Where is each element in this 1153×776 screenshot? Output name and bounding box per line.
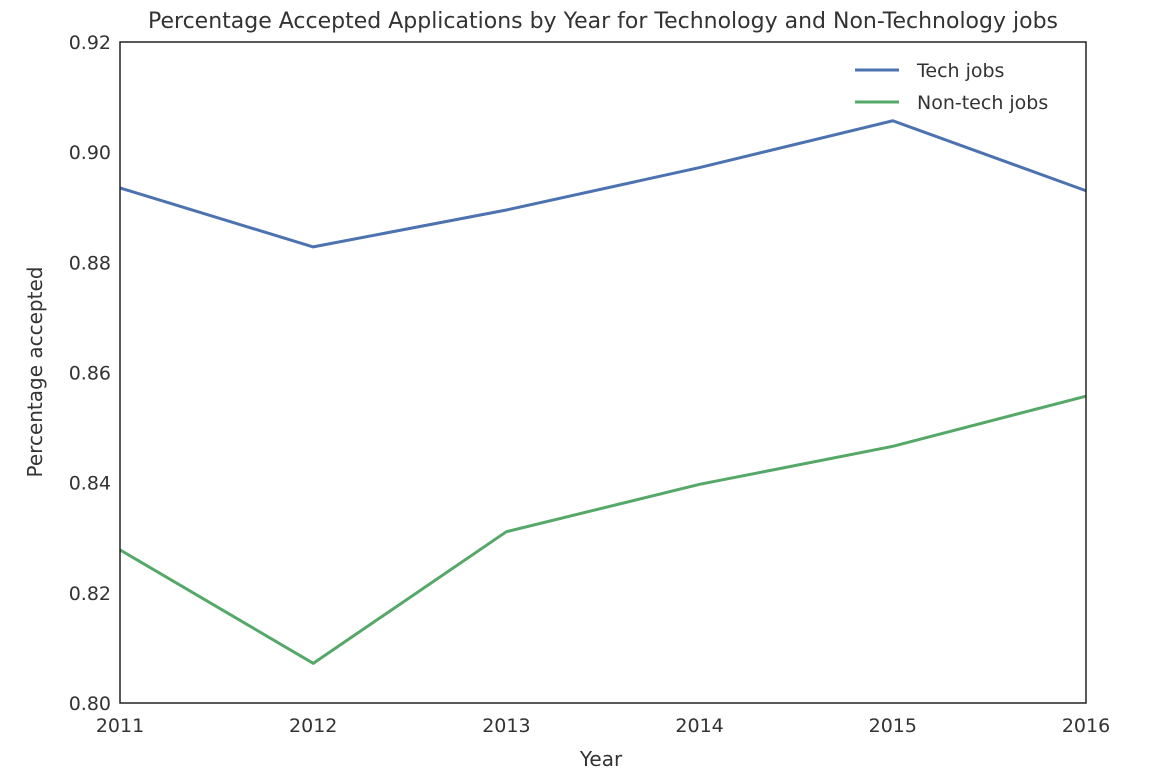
y-tick-label: 0.80 bbox=[69, 693, 111, 715]
x-tick-label: 2012 bbox=[289, 715, 337, 737]
series-line-tech-jobs bbox=[119, 119, 1087, 249]
y-tick-label: 0.92 bbox=[69, 32, 111, 54]
y-tick-label: 0.90 bbox=[69, 142, 111, 164]
x-tick-label: 2016 bbox=[1062, 715, 1110, 737]
x-axis-label: Year bbox=[579, 747, 623, 771]
x-tick-label: 2015 bbox=[869, 715, 917, 737]
y-axis-label: Percentage accepted bbox=[23, 267, 47, 478]
y-tick-label: 0.88 bbox=[69, 252, 111, 274]
legend: Tech jobs Non-tech jobs bbox=[855, 60, 1048, 114]
x-tick-label: 2011 bbox=[96, 715, 144, 737]
x-tick-label: 2014 bbox=[675, 715, 723, 737]
y-tick-label: 0.86 bbox=[69, 363, 111, 385]
chart-title: Percentage Accepted Applications by Year… bbox=[148, 9, 1058, 34]
legend-label: Tech jobs bbox=[916, 60, 1004, 82]
legend-label: Non-tech jobs bbox=[917, 92, 1048, 114]
y-tick-label: 0.82 bbox=[69, 583, 111, 605]
y-tick-label: 0.84 bbox=[69, 473, 111, 495]
x-tick-label: 2013 bbox=[482, 715, 530, 737]
plot-frame bbox=[119, 41, 1087, 704]
series-line-non-tech-jobs bbox=[119, 394, 1087, 665]
